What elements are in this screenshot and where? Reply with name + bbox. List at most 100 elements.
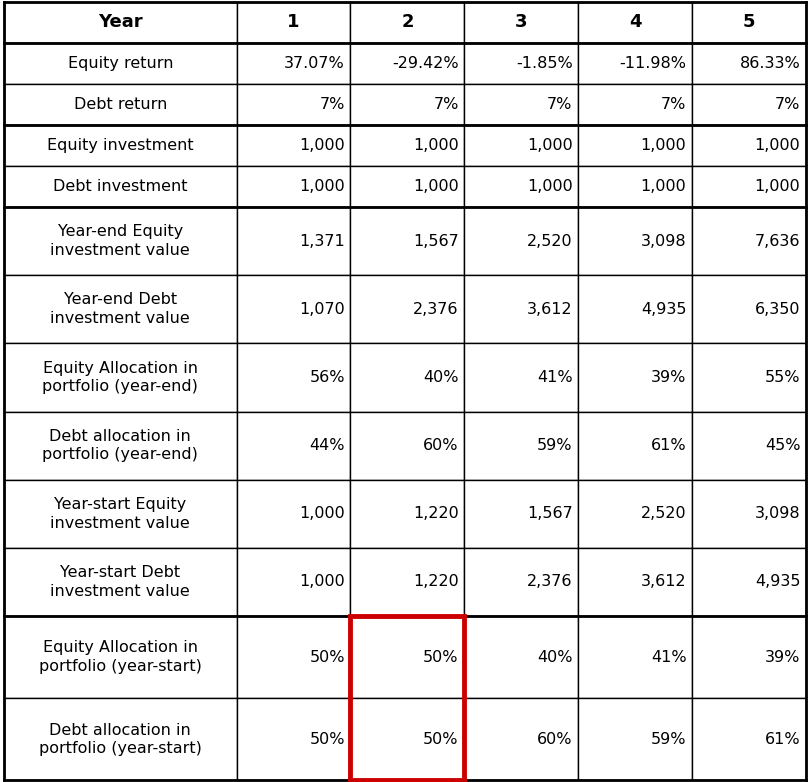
Bar: [237, 698, 351, 780]
Text: 4: 4: [629, 13, 642, 31]
Bar: [464, 166, 578, 207]
Text: 59%: 59%: [537, 438, 573, 453]
Bar: [578, 411, 692, 479]
Text: 1,000: 1,000: [413, 179, 458, 194]
Text: Year-end Equity
investment value: Year-end Equity investment value: [50, 224, 190, 258]
Bar: [237, 84, 351, 125]
Bar: [464, 207, 578, 275]
Bar: [578, 125, 692, 166]
Bar: [237, 166, 351, 207]
Text: Year-start Equity
investment value: Year-start Equity investment value: [50, 497, 190, 531]
Bar: [237, 43, 351, 84]
Text: 6,350: 6,350: [755, 302, 800, 317]
Text: 37.07%: 37.07%: [284, 56, 345, 70]
Bar: [692, 411, 806, 479]
Bar: [4, 411, 237, 479]
Bar: [351, 2, 464, 43]
Bar: [464, 616, 578, 698]
Bar: [351, 275, 464, 343]
Bar: [351, 125, 464, 166]
Bar: [578, 2, 692, 43]
Bar: [692, 548, 806, 616]
Text: 2: 2: [401, 13, 414, 31]
Text: 50%: 50%: [423, 650, 458, 665]
Bar: [464, 548, 578, 616]
Text: -11.98%: -11.98%: [620, 56, 686, 70]
Text: 7%: 7%: [433, 97, 458, 112]
Text: 1,070: 1,070: [299, 302, 345, 317]
Bar: [351, 343, 464, 411]
Text: 41%: 41%: [650, 650, 686, 665]
Text: 4,935: 4,935: [641, 302, 686, 317]
Text: 1,000: 1,000: [755, 138, 800, 153]
Text: 2,376: 2,376: [413, 302, 458, 317]
Text: 50%: 50%: [309, 732, 345, 747]
Bar: [4, 125, 237, 166]
Bar: [464, 343, 578, 411]
Bar: [464, 411, 578, 479]
Text: 1,000: 1,000: [299, 506, 345, 522]
Text: Year-end Debt
investment value: Year-end Debt investment value: [50, 292, 190, 326]
Bar: [4, 2, 237, 43]
Text: Equity Allocation in
portfolio (year-end): Equity Allocation in portfolio (year-end…: [42, 361, 198, 394]
Bar: [4, 207, 237, 275]
Bar: [464, 43, 578, 84]
Text: 1,000: 1,000: [413, 138, 458, 153]
Bar: [692, 125, 806, 166]
Text: 56%: 56%: [309, 370, 345, 385]
Text: Debt allocation in
portfolio (year-end): Debt allocation in portfolio (year-end): [42, 429, 198, 462]
Text: 86.33%: 86.33%: [740, 56, 800, 70]
Text: 60%: 60%: [423, 438, 458, 453]
Text: 44%: 44%: [309, 438, 345, 453]
Bar: [578, 207, 692, 275]
Text: 3,098: 3,098: [755, 506, 800, 522]
Bar: [692, 84, 806, 125]
Bar: [464, 479, 578, 548]
Text: 55%: 55%: [765, 370, 800, 385]
Bar: [351, 616, 464, 698]
Text: 45%: 45%: [765, 438, 800, 453]
Bar: [464, 2, 578, 43]
Text: 61%: 61%: [650, 438, 686, 453]
Text: 7%: 7%: [661, 97, 686, 112]
Bar: [4, 548, 237, 616]
Text: 1,000: 1,000: [526, 138, 573, 153]
Text: 2,520: 2,520: [641, 506, 686, 522]
Bar: [578, 698, 692, 780]
Text: Debt return: Debt return: [74, 97, 167, 112]
Bar: [464, 125, 578, 166]
Text: 1,567: 1,567: [413, 234, 458, 249]
Text: 1: 1: [288, 13, 300, 31]
Bar: [692, 479, 806, 548]
Bar: [237, 275, 351, 343]
Bar: [351, 84, 464, 125]
Text: 1,000: 1,000: [299, 179, 345, 194]
Text: 3,098: 3,098: [641, 234, 686, 249]
Bar: [4, 43, 237, 84]
Bar: [578, 84, 692, 125]
Bar: [4, 479, 237, 548]
Bar: [464, 84, 578, 125]
Bar: [237, 616, 351, 698]
Bar: [351, 43, 464, 84]
Text: Debt investment: Debt investment: [53, 179, 188, 194]
Text: 39%: 39%: [651, 370, 686, 385]
Text: 1,000: 1,000: [526, 179, 573, 194]
Text: 1,220: 1,220: [413, 506, 458, 522]
Text: Year-start Debt
investment value: Year-start Debt investment value: [50, 565, 190, 599]
Bar: [4, 166, 237, 207]
Bar: [692, 343, 806, 411]
Bar: [578, 275, 692, 343]
Text: 2,520: 2,520: [527, 234, 573, 249]
Text: 40%: 40%: [537, 650, 573, 665]
Text: 7,636: 7,636: [755, 234, 800, 249]
Text: 1,000: 1,000: [755, 179, 800, 194]
Text: -29.42%: -29.42%: [392, 56, 458, 70]
Bar: [351, 479, 464, 548]
Bar: [237, 411, 351, 479]
Text: 40%: 40%: [423, 370, 458, 385]
Text: Equity return: Equity return: [67, 56, 173, 70]
Text: 1,000: 1,000: [641, 179, 686, 194]
Text: 2,376: 2,376: [527, 575, 573, 590]
Text: 3,612: 3,612: [527, 302, 573, 317]
